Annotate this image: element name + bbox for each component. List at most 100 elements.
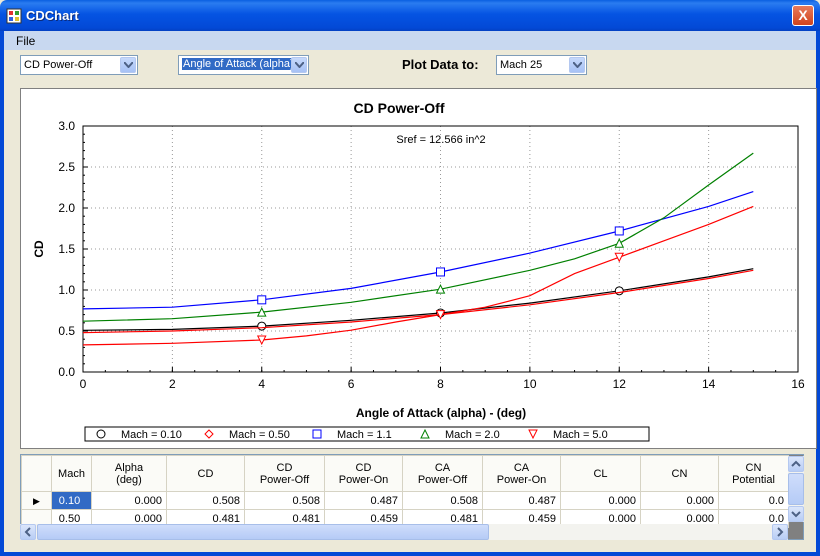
y-tick-label: 0.5 (58, 324, 75, 338)
horizontal-scroll-thumb[interactable] (37, 524, 489, 540)
legend-entry-label: Mach = 2.0 (445, 429, 500, 441)
chart-panel: CD Power-Off Sref = 12.566 in^2 Angle of… (20, 88, 817, 449)
scroll-left-button[interactable] (20, 524, 36, 540)
table-cell[interactable]: 0.481 (244, 509, 325, 528)
x-tick-label: 10 (523, 377, 537, 391)
menu-file[interactable]: File (16, 34, 36, 48)
chevron-down-icon[interactable] (120, 57, 136, 73)
scroll-right-button[interactable] (772, 524, 788, 540)
row-header[interactable]: ▶ (21, 491, 52, 510)
legend-entry-label: Mach = 0.10 (121, 429, 182, 441)
scroll-down-button[interactable] (788, 506, 804, 522)
window-frame-right (816, 31, 820, 556)
x-tick-label: 4 (258, 377, 265, 391)
series-line-3 (82, 152, 754, 322)
mach-dropdown[interactable]: Mach 25 (496, 55, 587, 75)
app-icon (6, 8, 22, 24)
marker-triangle (614, 238, 625, 248)
window-frame-left (0, 31, 4, 556)
x-tick-label: 14 (702, 377, 716, 391)
marker-square (436, 267, 445, 277)
marker-triangle-down (528, 429, 538, 440)
table-cell[interactable]: 0.0 (718, 491, 789, 510)
row-header-corner (21, 455, 52, 492)
x-tick-label: 2 (169, 377, 176, 391)
series-line-1 (82, 269, 754, 334)
x-tick-label: 12 (613, 377, 627, 391)
x-axis-dropdown-value: Angle of Attack (alpha) (182, 58, 295, 70)
table-cell[interactable]: 0.508 (244, 491, 325, 510)
x-tick-label: 16 (791, 377, 805, 391)
chevron-down-icon[interactable] (569, 57, 585, 73)
table-row[interactable]: ▶ 0.10 0.000 0.508 0.508 0.487 0.508 0.487 0.000… (21, 491, 789, 510)
column-header[interactable]: CD Power-On (324, 455, 403, 492)
coefficient-dropdown-value: CD Power-Off (24, 59, 93, 71)
row-header[interactable] (21, 509, 52, 528)
data-table: Mach Alpha (deg) CD CD Power-Off CD Power-On… (21, 455, 789, 528)
table-cell[interactable]: 0.000 (91, 509, 167, 528)
legend-entry-label: Mach = 1.1 (337, 429, 392, 441)
chart-title: CD Power-Off (354, 100, 445, 116)
chart-annotation: Sref = 12.566 in^2 (396, 134, 485, 146)
column-header[interactable]: CA Power-Off (402, 455, 483, 492)
mach-dropdown-value: Mach 25 (500, 59, 543, 71)
table-cell[interactable]: 0.508 (166, 491, 245, 510)
x-tick-label: 0 (80, 377, 87, 391)
y-axis-label: CD (32, 240, 46, 258)
marker-triangle (420, 428, 430, 439)
marker-diamond (204, 429, 214, 439)
y-tick-label: 2.5 (58, 160, 75, 174)
column-header[interactable]: CA Power-On (482, 455, 561, 492)
vertical-scrollbar[interactable] (788, 456, 804, 522)
marker-triangle-down (614, 252, 625, 263)
column-header[interactable]: CD (166, 455, 245, 492)
marker-circle (96, 429, 106, 439)
marker-triangle (256, 307, 267, 317)
legend-box (84, 426, 650, 442)
close-button[interactable]: X (792, 5, 814, 26)
table-cell[interactable]: 0.10 (51, 491, 92, 510)
y-tick-label: 3.0 (58, 119, 75, 133)
table-cell[interactable]: 0.508 (402, 491, 483, 510)
series-line-4 (82, 205, 754, 346)
marker-square (312, 429, 322, 439)
y-tick-label: 2.0 (58, 201, 75, 215)
marker-circle (614, 286, 624, 296)
window-frame-bottom (0, 552, 820, 556)
vertical-scroll-thumb[interactable] (788, 473, 804, 505)
x-axis-dropdown[interactable]: Angle of Attack (alpha) (178, 55, 309, 75)
legend-entry-label: Mach = 0.50 (229, 429, 290, 441)
table-cell[interactable]: 0.000 (91, 491, 167, 510)
column-header[interactable]: Alpha (deg) (91, 455, 167, 492)
table-cell[interactable]: 0.487 (482, 491, 561, 510)
window-title: CDChart (26, 8, 79, 23)
marker-square (614, 226, 624, 236)
menu-bar: File (4, 31, 816, 50)
x-tick-label: 8 (437, 377, 444, 391)
coefficient-dropdown[interactable]: CD Power-Off (20, 55, 138, 75)
table-cell[interactable]: 0.000 (560, 491, 641, 510)
table-cell[interactable]: 0.000 (640, 491, 719, 510)
close-icon: X (798, 7, 808, 23)
column-header[interactable]: Mach (51, 455, 92, 492)
x-tick-label: 6 (348, 377, 355, 391)
column-header[interactable]: CD Power-Off (244, 455, 325, 492)
chevron-down-icon[interactable] (291, 57, 307, 73)
scroll-up-button[interactable] (788, 456, 804, 472)
y-tick-label: 0.0 (58, 365, 75, 379)
marker-square (257, 295, 267, 305)
y-tick-label: 1.0 (58, 283, 75, 297)
legend-entry-label: Mach = 5.0 (553, 429, 608, 441)
horizontal-scrollbar[interactable] (20, 524, 788, 540)
marker-triangle (435, 284, 446, 294)
series-line-2 (82, 191, 754, 310)
column-header[interactable]: CN Potential (718, 455, 789, 492)
marker-triangle-down (435, 310, 446, 320)
column-header[interactable]: CN (640, 455, 719, 492)
title-bar: CDChart X (0, 0, 820, 31)
table-cell[interactable]: 0.487 (324, 491, 403, 510)
plot-data-label: Plot Data to: (402, 57, 479, 72)
marker-triangle-down (256, 335, 267, 346)
y-tick-label: 1.5 (58, 242, 75, 256)
column-header[interactable]: CL (560, 455, 641, 492)
